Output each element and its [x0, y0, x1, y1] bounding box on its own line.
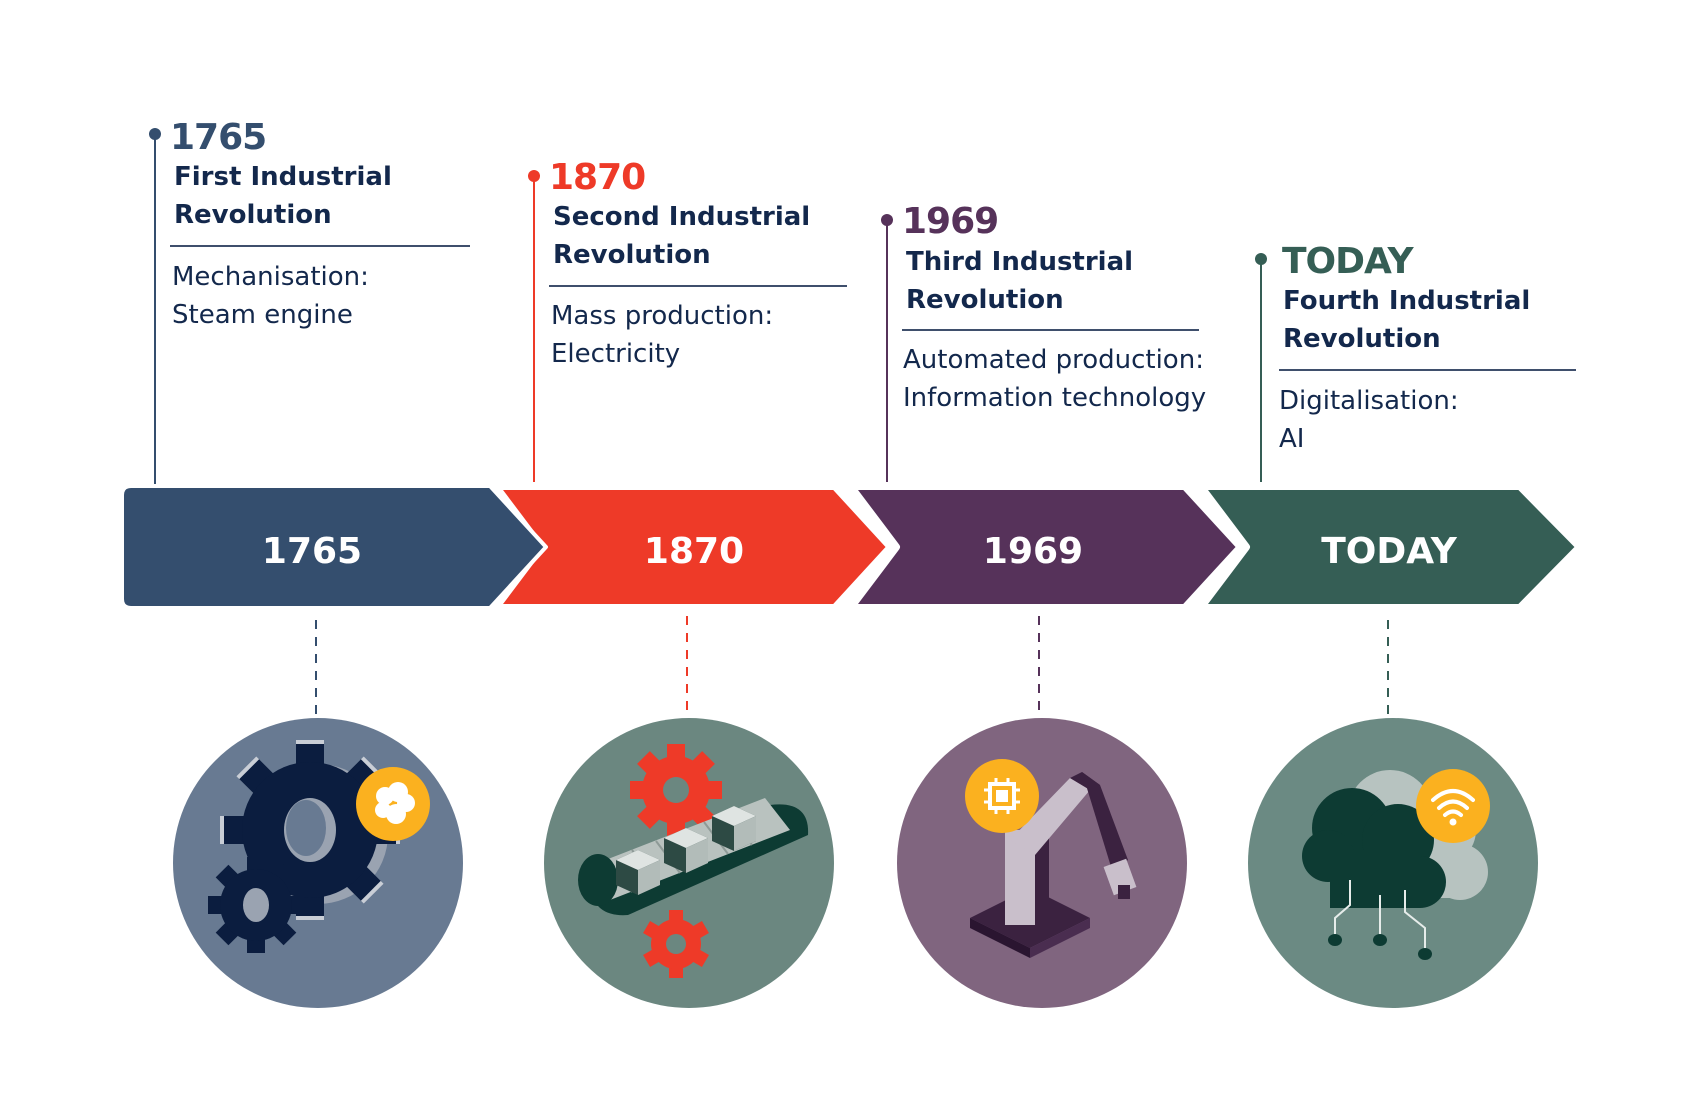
milestone-4-year: TODAY	[1282, 241, 1414, 282]
milestone-2-connector	[533, 175, 535, 488]
timeline-segment-today	[1196, 482, 1584, 612]
milestone-4-rule	[1279, 369, 1576, 371]
milestone-1-year: 1765	[170, 117, 267, 158]
gears-steam-icon	[173, 718, 463, 1008]
timeline-segment-1969	[846, 482, 1245, 612]
milestone-3-desc-line1: Automated production:	[903, 345, 1204, 375]
milestone-1-connector	[154, 133, 156, 488]
conveyor-belt-icon	[544, 718, 834, 1008]
timeline-segment-1765	[120, 484, 548, 610]
milestone-2-title-line2: Revolution	[553, 240, 711, 270]
milestone-1-dot	[149, 128, 161, 140]
milestone-1-desc-line1: Mechanisation:	[172, 262, 369, 292]
milestone-2-desc-line2: Electricity	[551, 339, 681, 369]
bar-label-1969: 1969	[983, 531, 1083, 572]
milestone-4-desc-line2: AI	[1279, 424, 1305, 454]
milestone-3-dot	[881, 214, 893, 226]
milestone-2-desc-line1: Mass production:	[551, 301, 774, 331]
milestone-2-dot	[528, 170, 540, 182]
milestone-3-description: Automated production: Information techno…	[903, 341, 1206, 417]
cloud-wifi-icon	[1248, 718, 1538, 1008]
milestone-3-year: 1969	[902, 201, 999, 242]
milestone-2-year: 1870	[549, 157, 646, 198]
milestone-2-title-line1: Second Industrial	[553, 202, 811, 232]
milestone-4-title: Fourth Industrial Revolution	[1283, 282, 1583, 358]
milestone-3-connector	[886, 219, 888, 488]
bar-label-1765: 1765	[262, 531, 362, 572]
milestone-4-desc-line1: Digitalisation:	[1279, 386, 1459, 416]
milestone-4-connector	[1260, 258, 1262, 488]
milestone-1-title: First Industrial Revolution	[174, 158, 474, 234]
milestone-4-title-line1: Fourth Industrial	[1283, 286, 1531, 316]
milestone-1-desc-line2: Steam engine	[172, 300, 353, 330]
milestone-4-description: Digitalisation: AI	[1279, 382, 1459, 458]
bar-label-today: TODAY	[1321, 531, 1457, 572]
milestone-2-title: Second Industrial Revolution	[553, 198, 853, 274]
milestone-1-description: Mechanisation: Steam engine	[172, 258, 369, 334]
milestone-3-desc-line2: Information technology	[903, 383, 1207, 413]
milestone-1-rule	[170, 245, 470, 247]
bar-label-1870: 1870	[644, 531, 744, 572]
milestone-4-title-line2: Revolution	[1283, 324, 1441, 354]
milestone-1-title-line2: Revolution	[174, 200, 332, 230]
milestone-2-description: Mass production: Electricity	[551, 297, 773, 373]
milestone-1-title-line1: First Industrial	[174, 162, 392, 192]
milestone-3-title-line2: Revolution	[906, 285, 1064, 315]
milestone-3-title-line1: Third Industrial	[906, 247, 1134, 277]
milestone-3-rule	[902, 329, 1199, 331]
robot-arm-chip-icon	[897, 718, 1187, 1008]
milestone-2-rule	[549, 285, 847, 287]
milestone-3-title: Third Industrial Revolution	[906, 243, 1206, 319]
milestone-4-dot	[1255, 253, 1267, 265]
